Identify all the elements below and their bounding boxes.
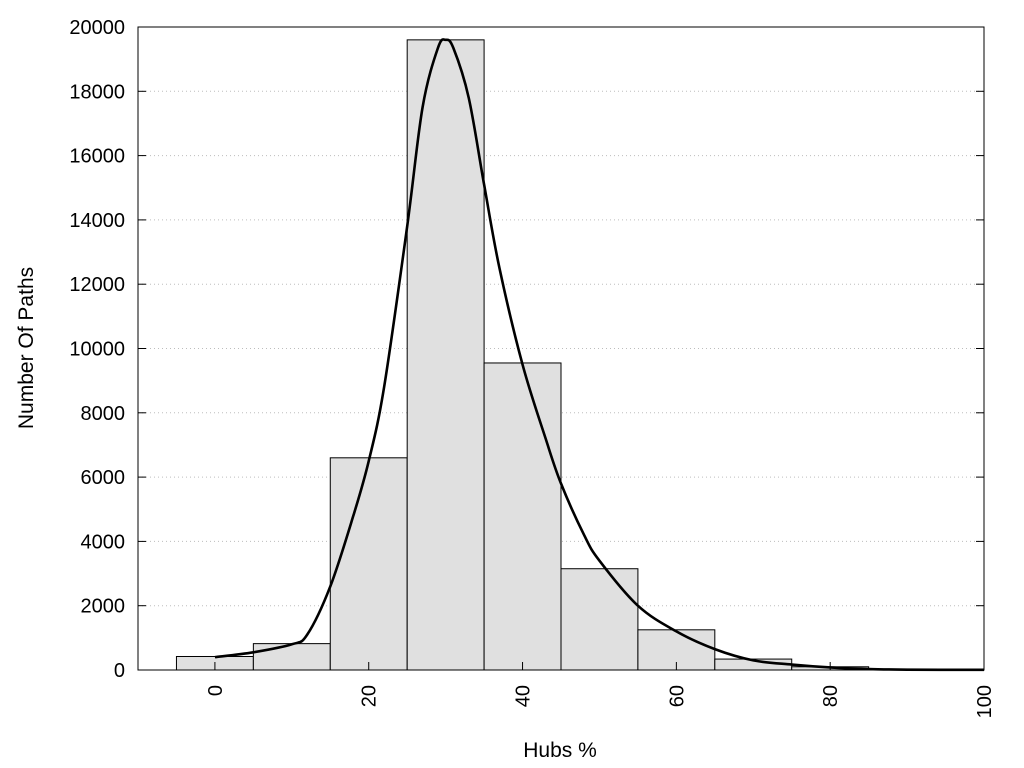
histogram-bar bbox=[252, 643, 331, 671]
y-tick-label: 6000 bbox=[81, 467, 126, 489]
density-curve-line bbox=[214, 38, 985, 672]
x-tick-label: 60 bbox=[666, 685, 688, 707]
y-tick-label: 14000 bbox=[69, 210, 125, 232]
histogram-bar bbox=[560, 568, 639, 671]
y-tick-label: 4000 bbox=[81, 531, 126, 553]
x-tick-label: 20 bbox=[359, 685, 381, 707]
grid-lines bbox=[138, 90, 984, 607]
y-axis-title: Number Of Paths bbox=[15, 267, 38, 429]
x-axis-ticks: 0 20 40 60 80 100 bbox=[205, 662, 996, 718]
x-tick-label: 40 bbox=[513, 685, 535, 707]
y-tick-label: 8000 bbox=[81, 403, 126, 425]
histogram-bar bbox=[329, 457, 408, 671]
x-axis-title: Hubs % bbox=[523, 739, 597, 762]
y-tick-label: 20000 bbox=[69, 17, 125, 39]
x-tick-label: 80 bbox=[820, 685, 842, 707]
y-tick-label: 16000 bbox=[69, 146, 125, 168]
histogram-bar bbox=[406, 39, 485, 671]
y-axis-ticks: 0 2000 4000 6000 8000 10000 12000 14000 16000 180… bbox=[69, 17, 984, 682]
y-tick-label: 18000 bbox=[69, 81, 125, 103]
histogram-bar bbox=[483, 362, 562, 671]
y-tick-label: 12000 bbox=[69, 274, 125, 296]
x-tick-label: 100 bbox=[974, 685, 996, 718]
y-tick-label: 2000 bbox=[81, 596, 126, 618]
x-tick-label: 0 bbox=[205, 685, 227, 696]
histogram-bars bbox=[175, 39, 947, 671]
y-tick-label: 0 bbox=[114, 660, 125, 682]
y-tick-label: 10000 bbox=[69, 339, 125, 361]
density-curve bbox=[214, 38, 985, 672]
